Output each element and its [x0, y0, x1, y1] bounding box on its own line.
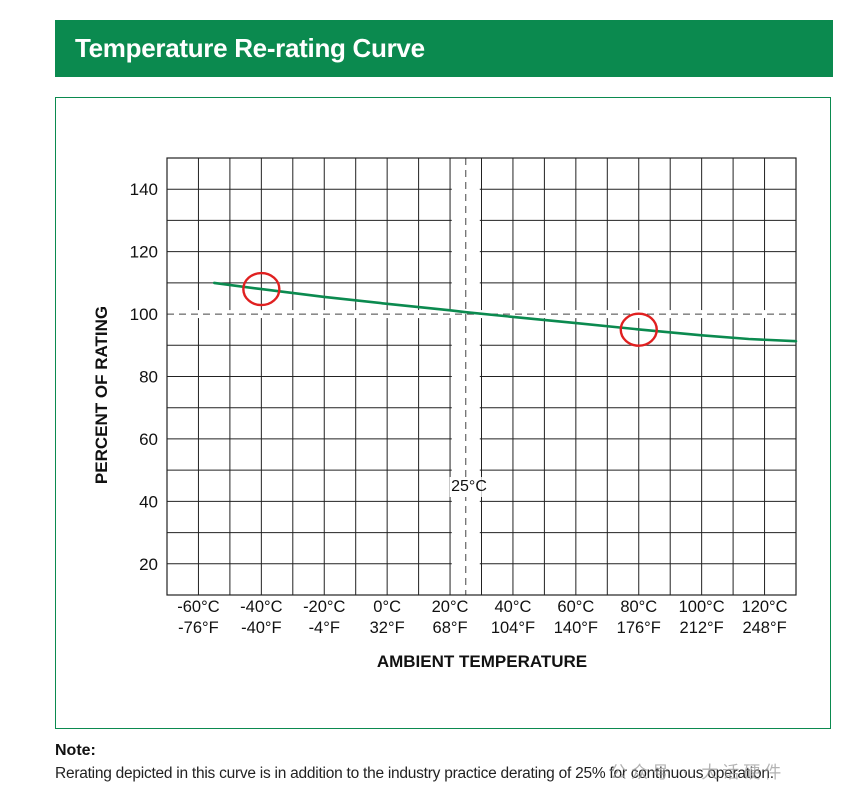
- watermark: 公众号 · 大话硬件: [610, 763, 786, 783]
- x-tick-label-fahrenheit: -76°F: [178, 619, 219, 637]
- y-axis-label: PERCENT OF RATING: [92, 306, 111, 484]
- chart-title: Temperature Re-rating Curve: [75, 33, 425, 63]
- y-tick-label: 40: [139, 492, 158, 511]
- reference-line-label: 25°C: [451, 478, 487, 495]
- x-tick-label-celsius: 120°C: [742, 598, 788, 616]
- highlight-circle: [619, 312, 658, 347]
- y-tick-label: 20: [139, 555, 158, 574]
- x-tick-label-celsius: 40°C: [495, 598, 532, 616]
- x-tick-label-fahrenheit: 68°F: [433, 619, 468, 637]
- reference-label-backdrop: [449, 477, 482, 497]
- y-tick-label: 140: [130, 180, 158, 199]
- y-tick-label: 60: [139, 430, 158, 449]
- x-tick-label-celsius: 20°C: [432, 598, 469, 616]
- x-tick-label-celsius: -40°C: [240, 598, 282, 616]
- note-label: Note:: [55, 742, 96, 759]
- x-tick-label-celsius: -20°C: [303, 598, 345, 616]
- y-tick-label: 100: [130, 305, 158, 324]
- x-tick-label-fahrenheit: 248°F: [742, 619, 786, 637]
- x-tick-label-celsius: 0°C: [373, 598, 401, 616]
- x-tick-label-celsius: -60°C: [177, 598, 219, 616]
- highlight-circle: [242, 271, 281, 307]
- x-tick-label-fahrenheit: 140°F: [554, 619, 598, 637]
- x-tick-label-fahrenheit: 212°F: [680, 619, 724, 637]
- y-tick-label: 120: [130, 243, 158, 262]
- x-tick-label-fahrenheit: -40°F: [241, 619, 282, 637]
- x-tick-label-fahrenheit: 32°F: [370, 619, 405, 637]
- x-axis-label: AMBIENT TEMPERATURE: [377, 652, 587, 671]
- rerating-curve: [212, 281, 798, 343]
- x-tick-label-fahrenheit: 176°F: [617, 619, 661, 637]
- x-tick-label-celsius: 100°C: [679, 598, 725, 616]
- plot-border: [166, 157, 797, 596]
- note-text: Rerating depicted in this curve is in ad…: [55, 765, 774, 782]
- x-tick-label-fahrenheit: 104°F: [491, 619, 535, 637]
- chart-frame: [55, 97, 831, 729]
- title-bar: Temperature Re-rating Curve: [55, 20, 833, 77]
- x-tick-label-celsius: 80°C: [620, 598, 657, 616]
- y-tick-label: 80: [139, 368, 158, 387]
- x-tick-label-fahrenheit: -4°F: [309, 619, 340, 637]
- x-tick-label-celsius: 60°C: [557, 598, 594, 616]
